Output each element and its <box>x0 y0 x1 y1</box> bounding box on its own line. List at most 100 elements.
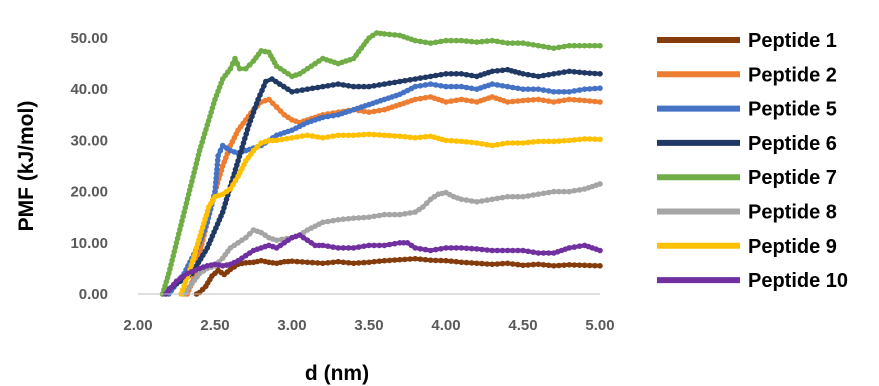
data-point <box>208 109 214 115</box>
data-point <box>417 256 424 263</box>
data-point <box>530 42 537 48</box>
data-point <box>270 100 276 107</box>
data-point <box>238 149 244 155</box>
data-point <box>592 85 598 92</box>
data-point <box>203 126 209 133</box>
data-point <box>520 71 526 77</box>
data-point <box>540 138 547 145</box>
data-point <box>525 41 531 47</box>
data-point <box>366 242 372 249</box>
data-point <box>458 196 465 203</box>
data-point <box>253 100 260 107</box>
data-point <box>391 211 398 218</box>
data-point <box>592 136 598 142</box>
data-point <box>545 98 552 104</box>
data-point <box>243 234 249 241</box>
data-point <box>330 244 336 250</box>
data-point <box>381 242 388 249</box>
data-point <box>443 137 449 144</box>
data-point <box>520 86 526 92</box>
data-point <box>520 247 526 254</box>
data-point <box>381 31 388 37</box>
x-tick-label: 5.00 <box>585 317 614 334</box>
data-point <box>504 40 511 46</box>
data-point <box>458 259 465 266</box>
data-point <box>525 262 531 268</box>
data-point <box>412 96 419 103</box>
data-point <box>417 246 424 252</box>
data-point <box>438 257 444 264</box>
data-point <box>294 258 300 265</box>
data-point <box>172 244 179 250</box>
data-point <box>254 144 261 150</box>
data-point <box>556 70 562 76</box>
y-tick-label: 10.00 <box>70 235 108 252</box>
data-point <box>586 136 593 142</box>
data-point <box>366 259 372 266</box>
data-point <box>289 258 295 265</box>
data-point <box>561 43 567 50</box>
data-point <box>427 247 434 254</box>
data-point <box>530 139 537 145</box>
data-point <box>350 245 357 251</box>
data-point <box>515 85 521 92</box>
data-point <box>509 140 516 146</box>
data-point <box>320 114 326 121</box>
data-point <box>213 179 219 186</box>
data-point <box>540 72 547 79</box>
data-point <box>448 245 454 251</box>
data-point <box>581 86 588 92</box>
data-point <box>597 99 603 105</box>
y-tick-label: 40.00 <box>70 81 108 98</box>
data-point <box>499 194 506 201</box>
legend-entry: Peptide 7 <box>657 167 837 189</box>
data-point <box>592 70 598 77</box>
data-point <box>412 83 419 90</box>
data-point <box>540 262 547 268</box>
data-point <box>198 143 204 150</box>
data-point <box>376 132 383 138</box>
data-point <box>350 215 357 221</box>
legend-label: Peptide 6 <box>748 133 837 155</box>
data-point <box>458 37 465 44</box>
data-point <box>266 137 272 144</box>
data-point <box>386 31 393 38</box>
data-point <box>566 68 572 75</box>
data-point <box>386 241 393 248</box>
legend-entry: Peptide 6 <box>657 133 837 155</box>
data-point <box>252 105 258 111</box>
data-point <box>340 259 347 266</box>
data-point <box>540 250 547 256</box>
data-point <box>214 157 221 163</box>
plot-lines <box>159 30 603 297</box>
data-point <box>597 136 603 143</box>
data-point <box>407 210 413 216</box>
data-point <box>530 192 537 198</box>
data-point <box>209 105 216 111</box>
data-point <box>381 81 388 87</box>
data-point <box>525 97 531 103</box>
data-point <box>520 140 526 146</box>
data-point <box>417 95 424 102</box>
data-point <box>227 186 234 192</box>
data-point <box>223 196 230 203</box>
data-point <box>217 147 224 154</box>
data-point <box>422 74 429 81</box>
data-point <box>561 89 567 95</box>
data-point <box>361 131 367 138</box>
data-point <box>494 38 501 45</box>
data-point <box>412 76 419 82</box>
data-point <box>397 256 403 263</box>
data-point <box>581 70 588 76</box>
data-point <box>230 182 236 188</box>
data-point <box>499 260 506 267</box>
y-tick-label: 50.00 <box>70 30 108 47</box>
data-point <box>221 205 227 211</box>
data-point <box>234 162 240 168</box>
data-point <box>235 158 241 164</box>
data-point <box>207 113 213 120</box>
data-point <box>277 108 284 114</box>
data-point <box>227 65 234 72</box>
data-point <box>335 258 342 265</box>
data-point <box>489 196 496 203</box>
